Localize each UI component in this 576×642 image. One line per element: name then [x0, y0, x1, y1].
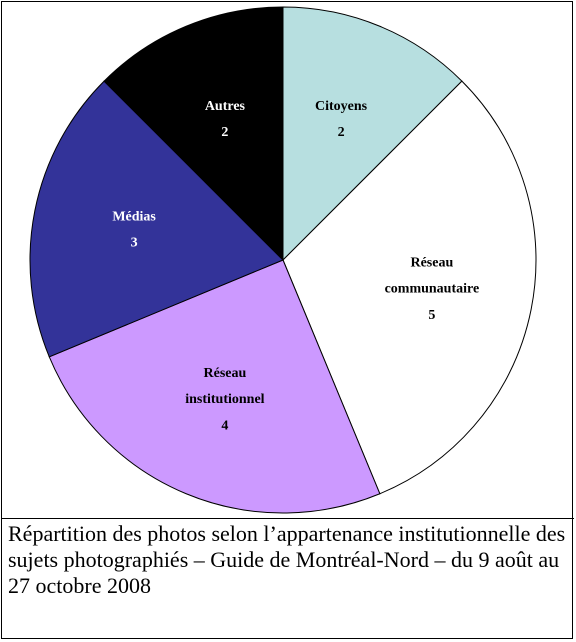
slice-label-line: Autres: [205, 99, 246, 114]
pie-slice: [48, 259, 381, 514]
slice-label-line: Citoyens: [315, 99, 368, 114]
pie-slice: [282, 6, 463, 262]
slice-value: 4: [221, 418, 228, 433]
chart: Citoyens 2 Réseau communautaire 5 Réseau insti…: [29, 6, 537, 514]
slice-label: Citoyens: [315, 99, 368, 114]
slice-value: 2: [221, 125, 228, 140]
slice-label-line: Réseau: [410, 256, 453, 271]
slice-label: Réseau institutionnel: [185, 366, 264, 407]
slice-label-line: communautaire: [385, 282, 480, 297]
slice-value: 5: [428, 308, 435, 323]
pie-slice: [103, 6, 284, 262]
slice-value: 2: [338, 125, 345, 140]
slice-label-line: institutionnel: [185, 392, 264, 407]
pie-slice: [282, 80, 537, 495]
slice-label-line: Médias: [112, 210, 156, 225]
slice-value: 3: [131, 236, 138, 251]
caption: Répartition des photos selon l’appartena…: [2, 518, 574, 642]
pie-slice: [29, 80, 284, 358]
slice-label: Médias: [112, 210, 156, 225]
slice-label: Autres: [205, 99, 246, 114]
slice-label: Réseau communautaire: [385, 256, 480, 297]
slice-label-line: Réseau: [204, 366, 247, 381]
